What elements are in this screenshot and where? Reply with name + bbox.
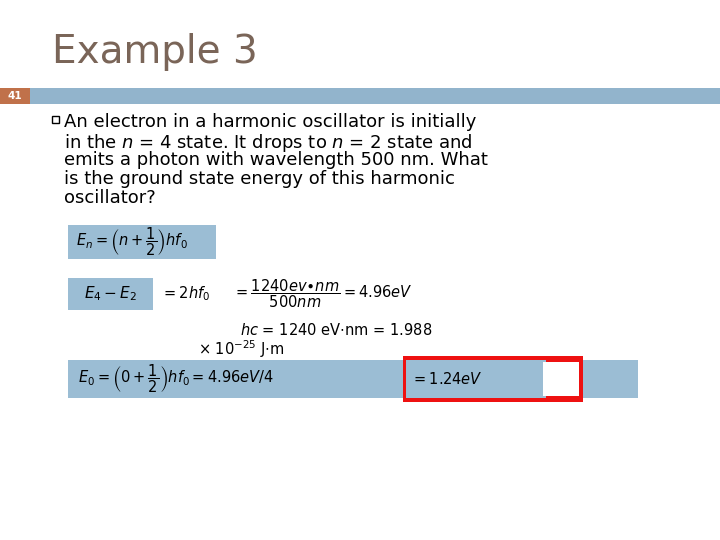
Bar: [543, 362, 579, 396]
Text: Example 3: Example 3: [52, 33, 258, 71]
Text: $= \dfrac{1240ev{\bullet}nm}{500nm} = 4.96eV$: $= \dfrac{1240ev{\bullet}nm}{500nm} = 4.…: [233, 278, 413, 310]
Bar: [68, 360, 638, 398]
Text: oscillator?: oscillator?: [64, 189, 156, 207]
Bar: [68, 225, 216, 259]
Text: emits a photon with wavelength 500 nm. What: emits a photon with wavelength 500 nm. W…: [64, 151, 488, 169]
Bar: [403, 356, 583, 402]
Text: is the ground state energy of this harmonic: is the ground state energy of this harmo…: [64, 170, 455, 188]
Text: $E_n = \left(n+\dfrac{1}{2}\right)hf_0$: $E_n = \left(n+\dfrac{1}{2}\right)hf_0$: [76, 226, 188, 258]
Text: An electron in a harmonic oscillator is initially: An electron in a harmonic oscillator is …: [64, 113, 477, 131]
Text: $= 1.24eV$: $= 1.24eV$: [411, 371, 482, 387]
Bar: [0, 88, 30, 104]
Bar: [406, 360, 546, 398]
Text: $\times$ 10$^{-25}$ J$\cdot$m: $\times$ 10$^{-25}$ J$\cdot$m: [198, 338, 284, 360]
Bar: [52, 116, 59, 123]
Bar: [0, 88, 720, 104]
Text: 41: 41: [8, 91, 22, 101]
Text: $E_4 - E_2$: $E_4 - E_2$: [84, 285, 137, 303]
Text: $E_0 = \left(0+\dfrac{1}{2}\right)hf_0 = 4.96eV / 4$: $E_0 = \left(0+\dfrac{1}{2}\right)hf_0 =…: [78, 363, 274, 395]
Text: $hc$ = 1240 eV$\cdot$nm = 1.988: $hc$ = 1240 eV$\cdot$nm = 1.988: [240, 322, 432, 338]
Text: $= 2hf_0$: $= 2hf_0$: [161, 285, 210, 303]
Bar: [68, 278, 153, 310]
Text: in the $n$ = 4 state. It drops to $n$ = 2 state and: in the $n$ = 4 state. It drops to $n$ = …: [64, 132, 472, 154]
